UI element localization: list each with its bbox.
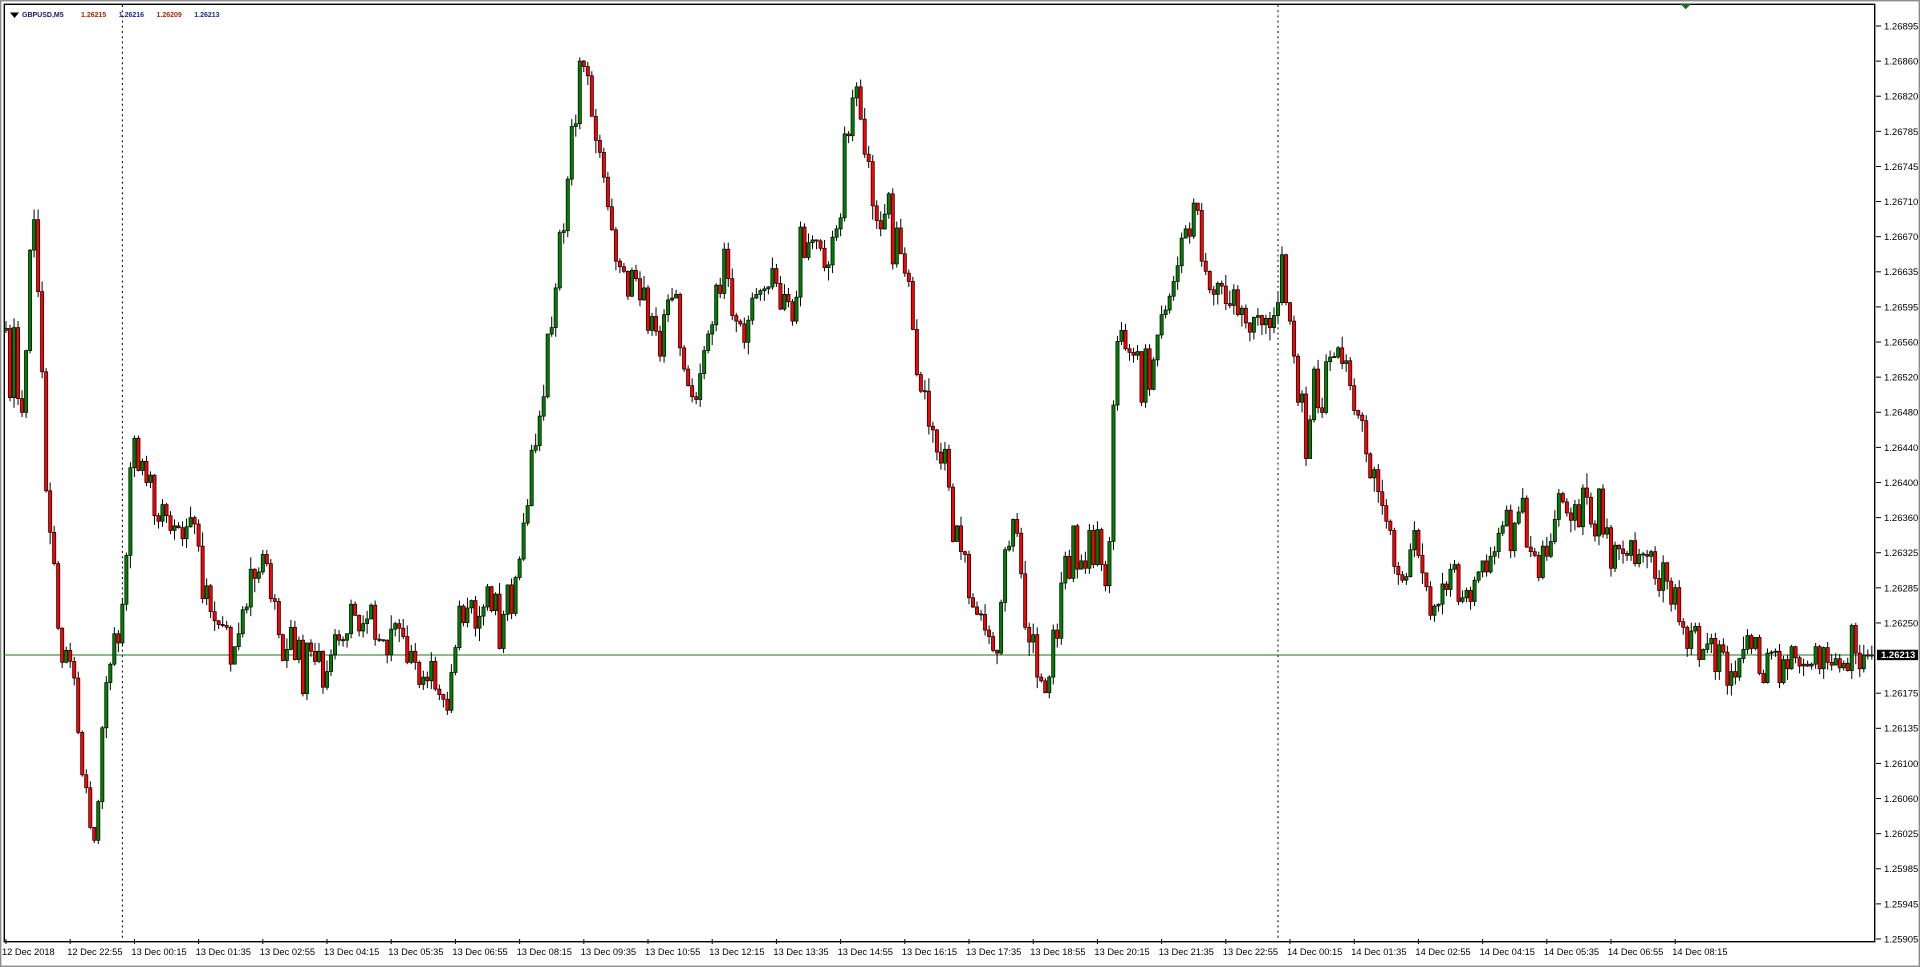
svg-text:1.26635: 1.26635 (1884, 267, 1918, 278)
svg-text:13 Dec 05:35: 13 Dec 05:35 (388, 947, 443, 957)
svg-text:1.26895: 1.26895 (1884, 21, 1918, 32)
svg-text:1.26595: 1.26595 (1884, 302, 1918, 313)
svg-text:1.26209: 1.26209 (157, 12, 182, 19)
svg-text:GBPUSD,M5: GBPUSD,M5 (22, 12, 64, 19)
svg-text:1.26860: 1.26860 (1884, 57, 1918, 68)
svg-text:1.26213: 1.26213 (194, 12, 219, 19)
svg-text:13 Dec 02:55: 13 Dec 02:55 (260, 947, 315, 957)
svg-text:1.26820: 1.26820 (1884, 92, 1918, 103)
svg-text:12 Dec 22:55: 12 Dec 22:55 (67, 947, 122, 957)
svg-text:1.26480: 1.26480 (1884, 408, 1918, 419)
svg-text:1.26360: 1.26360 (1884, 513, 1918, 524)
svg-text:14 Dec 05:35: 14 Dec 05:35 (1544, 947, 1599, 957)
svg-text:14 Dec 01:35: 14 Dec 01:35 (1351, 947, 1406, 957)
svg-text:13 Dec 00:15: 13 Dec 00:15 (131, 947, 186, 957)
svg-text:1.26175: 1.26175 (1884, 689, 1918, 700)
svg-text:1.25905: 1.25905 (1884, 934, 1918, 945)
svg-text:13 Dec 01:35: 13 Dec 01:35 (196, 947, 251, 957)
svg-text:1.26785: 1.26785 (1884, 127, 1918, 138)
svg-text:13 Dec 13:35: 13 Dec 13:35 (773, 947, 828, 957)
svg-text:13 Dec 12:15: 13 Dec 12:15 (709, 947, 764, 957)
svg-text:1.26520: 1.26520 (1884, 373, 1918, 384)
svg-text:14 Dec 06:55: 14 Dec 06:55 (1608, 947, 1663, 957)
svg-text:13 Dec 16:15: 13 Dec 16:15 (902, 947, 957, 957)
svg-text:13 Dec 06:55: 13 Dec 06:55 (452, 947, 507, 957)
svg-text:1.26670: 1.26670 (1884, 232, 1918, 243)
svg-text:1.26325: 1.26325 (1884, 548, 1918, 559)
svg-text:1.25985: 1.25985 (1884, 864, 1918, 875)
svg-text:1.26745: 1.26745 (1884, 162, 1918, 173)
svg-text:13 Dec 04:15: 13 Dec 04:15 (324, 947, 379, 957)
svg-text:1.26710: 1.26710 (1884, 197, 1918, 208)
svg-text:13 Dec 08:15: 13 Dec 08:15 (517, 947, 572, 957)
svg-text:14 Dec 08:15: 14 Dec 08:15 (1672, 947, 1727, 957)
svg-text:13 Dec 21:35: 13 Dec 21:35 (1159, 947, 1214, 957)
svg-text:1.26215: 1.26215 (81, 12, 106, 19)
svg-text:1.26100: 1.26100 (1884, 759, 1918, 770)
svg-text:14 Dec 02:55: 14 Dec 02:55 (1415, 947, 1470, 957)
svg-text:12 Dec 2018: 12 Dec 2018 (2, 947, 55, 957)
svg-text:1.26400: 1.26400 (1884, 478, 1918, 489)
svg-text:13 Dec 14:55: 13 Dec 14:55 (838, 947, 893, 957)
svg-text:1.26285: 1.26285 (1884, 583, 1918, 594)
svg-text:13 Dec 20:15: 13 Dec 20:15 (1094, 947, 1149, 957)
svg-text:13 Dec 18:55: 13 Dec 18:55 (1030, 947, 1085, 957)
svg-text:13 Dec 09:35: 13 Dec 09:35 (581, 947, 636, 957)
svg-text:14 Dec 00:15: 14 Dec 00:15 (1287, 947, 1342, 957)
svg-text:1.26250: 1.26250 (1884, 618, 1918, 629)
svg-text:1.26025: 1.26025 (1884, 829, 1918, 840)
svg-text:1.26560: 1.26560 (1884, 337, 1918, 348)
svg-text:1.26060: 1.26060 (1884, 794, 1918, 805)
svg-text:1.26213: 1.26213 (1881, 650, 1915, 661)
svg-text:13 Dec 10:55: 13 Dec 10:55 (645, 947, 700, 957)
svg-text:1.26135: 1.26135 (1884, 724, 1918, 735)
svg-text:13 Dec 22:55: 13 Dec 22:55 (1223, 947, 1278, 957)
svg-text:14 Dec 04:15: 14 Dec 04:15 (1480, 947, 1535, 957)
svg-text:13 Dec 17:35: 13 Dec 17:35 (966, 947, 1021, 957)
svg-text:1.26440: 1.26440 (1884, 443, 1918, 454)
svg-text:1.25945: 1.25945 (1884, 899, 1918, 910)
